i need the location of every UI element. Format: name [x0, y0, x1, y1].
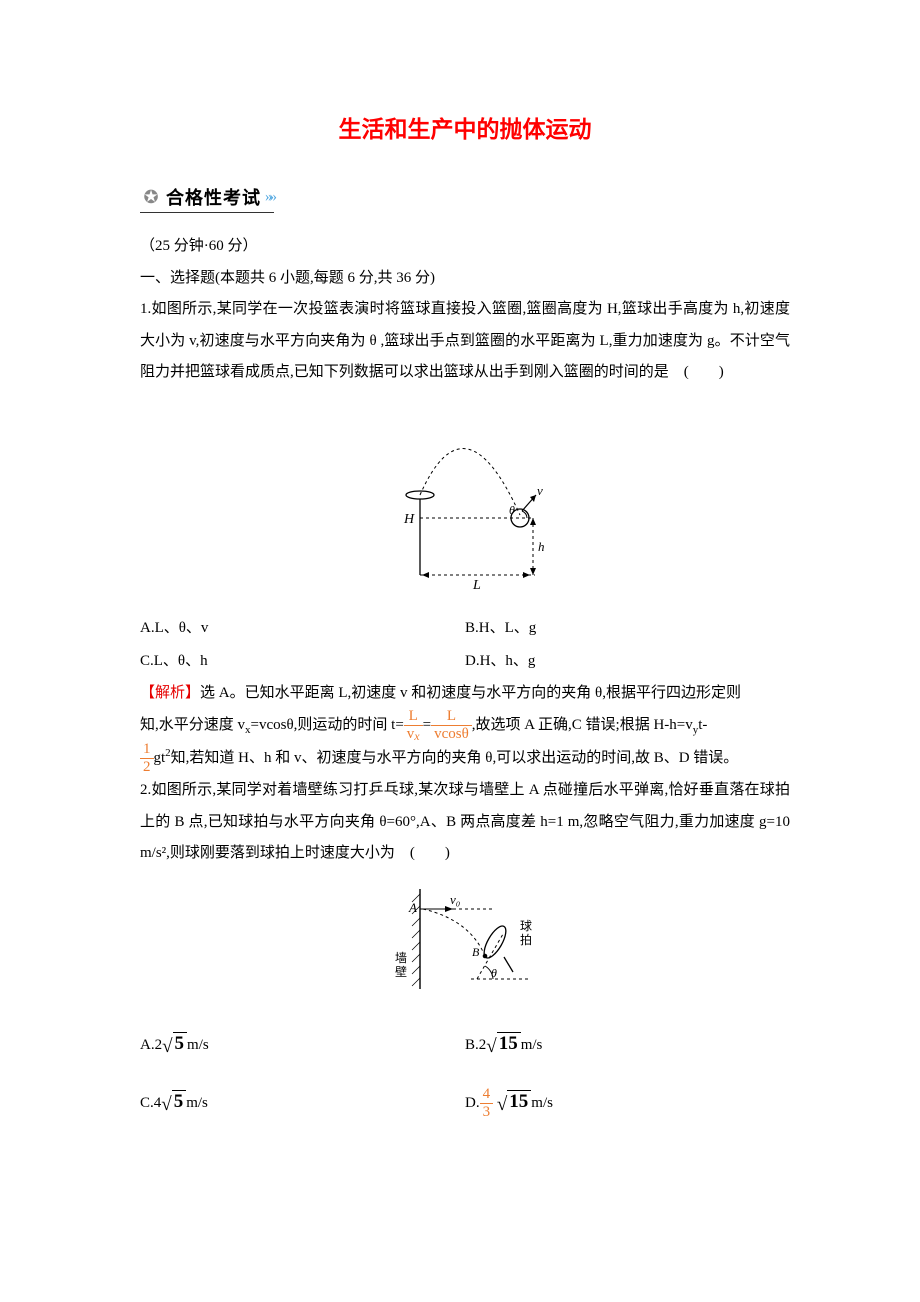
badge-arrows: »»: [265, 189, 274, 206]
page-title: 生活和生产中的抛体运动: [140, 110, 790, 144]
fig2-v0: v₀: [450, 892, 460, 907]
paddle-label-2: 拍: [520, 932, 532, 947]
sqrt-icon: √: [161, 1084, 171, 1126]
wall-label-1: 墙: [395, 951, 407, 965]
q1-analysis-line2: 知,水平分速度 vx=vcosθ,则运动的时间 t=Lvx=Lvcosθ,故选项…: [140, 709, 790, 742]
q1-analysis-eq-post: ,故选项 A 正确,C 错误;根据 H-h=v: [472, 717, 693, 733]
fraction-half: 12: [140, 742, 154, 775]
frac1-den: vx: [404, 726, 423, 742]
optB-post: m/s: [521, 1037, 543, 1053]
frac2-den: vcosθ: [431, 726, 472, 742]
q1-analysis-line3: 12gt2 知,若知道 H、h 和 v、初速度与水平方向的夹角 θ,可以求出运动的…: [140, 742, 790, 775]
optD-pre: D.: [465, 1095, 480, 1111]
wall-label-2: 壁: [395, 964, 407, 979]
fig-L-label: L: [472, 578, 481, 593]
optD-rad: 15: [507, 1090, 531, 1112]
optD-num: 4: [480, 1087, 494, 1104]
fig2-A: A: [408, 900, 417, 915]
optD-frac: 43: [480, 1087, 494, 1120]
fig2-B: B: [472, 945, 480, 959]
optC-post: m/s: [186, 1095, 208, 1111]
q1-option-A: A.L、θ、v: [140, 612, 465, 645]
optA-rad: 5: [173, 1032, 188, 1054]
fig-h-label: h: [538, 539, 545, 554]
frac1-num: L: [404, 709, 423, 726]
paddle-label-1: 球: [520, 919, 532, 933]
q1-analysis-eq-pre: =vcosθ,则运动的时间 t=: [251, 717, 404, 733]
fig2-theta: θ: [491, 966, 497, 980]
sqrt-icon: √: [486, 1026, 496, 1068]
q1-option-B: B.H、L、g: [465, 612, 790, 645]
analysis-label: 【解析】: [140, 685, 200, 701]
badge-text: 合格性考试: [166, 184, 261, 210]
q1-options: A.L、θ、v B.H、L、g C.L、θ、h D.H、h、g: [140, 612, 790, 678]
q1-analysis-p1b: 知,水平分速度 v: [140, 717, 245, 733]
sqrt-icon: √: [162, 1026, 172, 1068]
q1-figure: v θ H h L: [140, 403, 790, 598]
fraction-1: Lvx: [404, 709, 423, 742]
sqrt-icon: √: [497, 1084, 507, 1126]
optD-den: 3: [480, 1104, 494, 1120]
optB-pre: B.2: [465, 1037, 486, 1053]
fraction-2: Lvcosθ: [431, 709, 472, 742]
optD-post: m/s: [531, 1095, 553, 1111]
exam-type-badge: ✪ 合格性考试 »»: [140, 184, 274, 213]
q1-option-C: C.L、θ、h: [140, 645, 465, 678]
q1-analysis-p2a: gt: [154, 750, 166, 766]
optA-post: m/s: [187, 1037, 209, 1053]
fig-theta-label: θ: [509, 503, 515, 517]
frac2-num: L: [431, 709, 472, 726]
section-heading: 一、选择题(本题共 6 小题,每题 6 分,共 36 分): [140, 263, 790, 295]
fig-H-label: H: [403, 512, 415, 527]
q2-figure: 墙 壁 A v₀ B 球 拍 θ: [140, 884, 790, 1009]
q1-analysis-p1a: 选 A。已知水平距离 L,初速度 v 和初速度与水平方向的夹角 θ,根据平行四边…: [200, 685, 741, 701]
optC-pre: C.4: [140, 1095, 161, 1111]
q1-analysis-eq-post2: t-: [698, 717, 707, 733]
q2-option-B: B.2√15m/s: [465, 1023, 790, 1068]
q2-stem: 2.如图所示,某同学对着墙壁练习打乒乓球,某次球与墙壁上 A 点碰撞后水平弹离,…: [140, 775, 790, 870]
q1-analysis-p2b: 知,若知道 H、h 和 v、初速度与水平方向的夹角 θ,可以求出运动的时间,故 …: [171, 750, 739, 766]
fig-v-label: v: [537, 483, 543, 498]
q2-options: A.2√5m/s B.2√15m/s C.4√5m/s D.43 √15m/s: [140, 1023, 790, 1127]
badge-icon: ✪: [140, 186, 162, 208]
q1-stem: 1.如图所示,某同学在一次投篮表演时将篮球直接投入篮圈,篮圈高度为 H,篮球出手…: [140, 294, 790, 389]
q2-option-C: C.4√5m/s: [140, 1081, 465, 1126]
optB-rad: 15: [497, 1032, 521, 1054]
half-den: 2: [140, 759, 154, 775]
q1-analysis-line1: 【解析】选 A。已知水平距离 L,初速度 v 和初速度与水平方向的夹角 θ,根据…: [140, 678, 790, 710]
half-num: 1: [140, 742, 154, 759]
optA-pre: A.2: [140, 1037, 162, 1053]
exam-meta: （25 分钟·60 分）: [140, 231, 790, 263]
optC-rad: 5: [172, 1090, 187, 1112]
q2-option-A: A.2√5m/s: [140, 1023, 465, 1068]
q2-option-D: D.43 √15m/s: [465, 1081, 790, 1126]
q1-option-D: D.H、h、g: [465, 645, 790, 678]
